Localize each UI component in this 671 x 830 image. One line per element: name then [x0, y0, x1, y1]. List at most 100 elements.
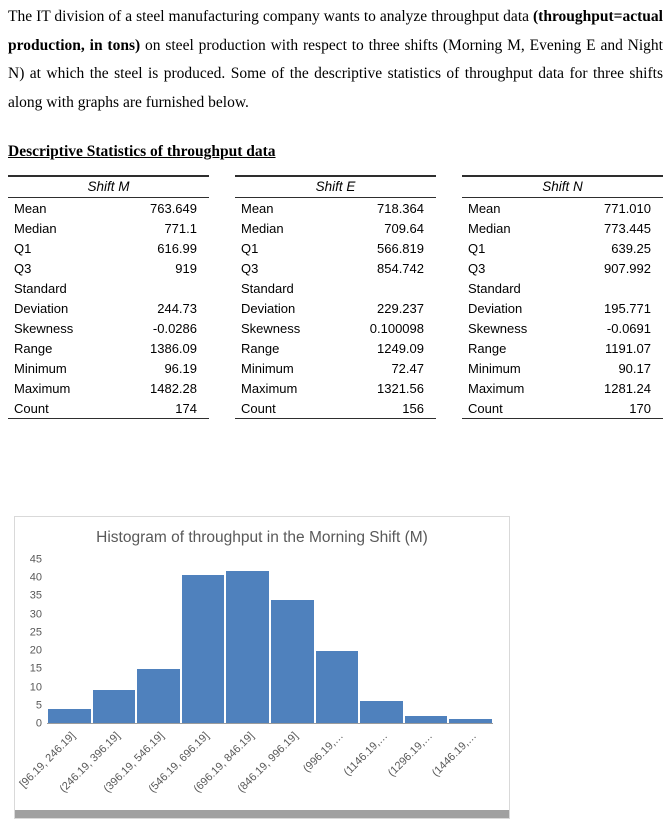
histogram-bar: [404, 715, 448, 723]
stats-table-shift-e: Shift E Mean 718.364 Median 709.64 Q1 566.819 Q…: [235, 175, 436, 419]
stat-label: Deviation: [468, 300, 523, 316]
table-row: Maximum 1321.56: [235, 378, 436, 398]
stat-value: 907.992: [604, 260, 651, 276]
stat-value: 718.364: [377, 200, 424, 216]
stat-value: -0.0691: [606, 320, 651, 336]
x-axis-labels: [96.19, 246.19] (246.19, 396.19] (396.19, …: [17, 726, 493, 810]
table-row: Standard: [235, 278, 436, 298]
stat-value: 771.1: [164, 220, 197, 236]
stat-label: Median: [468, 220, 511, 236]
plot-area: [47, 560, 493, 724]
y-axis-tick: 30: [29, 608, 42, 621]
table-row: Mean 763.649: [8, 198, 209, 218]
table-row: Standard: [8, 278, 209, 298]
table-row: Q1 639.25: [462, 238, 663, 258]
stat-label: Range: [468, 340, 507, 356]
stat-label: Q3: [241, 260, 259, 276]
table-row: Range 1191.07: [462, 338, 663, 358]
stat-label: Standard: [468, 280, 521, 296]
stat-label: Median: [14, 220, 57, 236]
stat-value: -0.0286: [152, 320, 197, 336]
stat-label: Range: [241, 340, 280, 356]
table-row: Mean 771.010: [462, 198, 663, 218]
table-row: Q3 907.992: [462, 258, 663, 278]
table-row: Median 771.1: [8, 218, 209, 238]
y-axis-tick: 20: [29, 644, 42, 657]
table-row: Mean 718.364: [235, 198, 436, 218]
histogram-bar: [449, 719, 492, 723]
x-axis-label: (1146.19,…: [341, 730, 390, 779]
stat-label: Count: [14, 400, 49, 416]
stat-value: 229.237: [377, 300, 424, 316]
stat-value: 195.771: [604, 300, 651, 316]
table-row: Maximum 1482.28: [8, 378, 209, 398]
x-axis-label: (1296.19,…: [385, 730, 435, 780]
stat-value: 919: [175, 260, 197, 276]
stat-label: Skewness: [241, 320, 301, 336]
stats-table-title: Shift N: [462, 175, 663, 198]
stat-label: Mean: [468, 200, 501, 216]
stat-label: Maximum: [14, 380, 71, 396]
histogram-bar: [92, 690, 136, 723]
table-row: Median 709.64: [235, 218, 436, 238]
intro-paragraph: The IT division of a steel manufacturing…: [8, 3, 663, 117]
stats-table-shift-m: Shift M Mean 763.649 Median 771.1 Q1 616.99 Q3 9…: [8, 175, 209, 419]
stats-table-title: Shift M: [8, 175, 209, 198]
table-row: Count 156: [235, 398, 436, 419]
stat-label: Minimum: [241, 360, 294, 376]
table-row: Q1 566.819: [235, 238, 436, 258]
stat-value: 566.819: [377, 240, 424, 256]
stat-label: Minimum: [14, 360, 67, 376]
stat-label: Mean: [14, 200, 47, 216]
stats-tables: Shift M Mean 763.649 Median 771.1 Q1 616.99 Q3 9…: [8, 175, 663, 419]
table-row: Skewness 0.100098: [235, 318, 436, 338]
stat-value: 96.19: [164, 360, 197, 376]
stat-label: Q1: [14, 240, 32, 256]
table-row: Deviation 229.237: [235, 298, 436, 318]
stat-value: 854.742: [377, 260, 424, 276]
histogram-bar: [315, 650, 359, 723]
table-row: Count 174: [8, 398, 209, 419]
y-axis-tick: 0: [35, 717, 42, 730]
stat-label: Deviation: [241, 300, 296, 316]
table-row: Range 1386.09: [8, 338, 209, 358]
y-axis-tick: 40: [29, 571, 42, 584]
table-row: Deviation 195.771: [462, 298, 663, 318]
plot-row: 0 5 10 15 20 25 30 35 40 45: [23, 554, 493, 729]
stat-value: 1191.07: [604, 340, 651, 356]
table-row: Skewness -0.0691: [462, 318, 663, 338]
stat-label: Deviation: [14, 300, 69, 316]
stat-label: Median: [241, 220, 284, 236]
table-row: Range 1249.09: [235, 338, 436, 358]
intro-text-2: on steel production with respect to thre…: [8, 36, 663, 111]
stat-value: 156: [402, 400, 424, 416]
table-row: Median 773.445: [462, 218, 663, 238]
table-row: Minimum 72.47: [235, 358, 436, 378]
stat-label: Maximum: [468, 380, 525, 396]
table-row: Minimum 96.19: [8, 358, 209, 378]
histogram-bar: [226, 570, 269, 723]
stat-value: 1482.28: [150, 380, 197, 396]
stat-value: 0.100098: [369, 320, 424, 336]
y-axis-tick: 25: [29, 626, 42, 639]
stat-label: Mean: [241, 200, 274, 216]
stat-label: Count: [241, 400, 276, 416]
stat-value: 709.64: [384, 220, 424, 236]
stat-value: 616.99: [157, 240, 197, 256]
table-row: Count 170: [462, 398, 663, 419]
histogram-bar: [137, 668, 180, 723]
histogram-bar: [360, 701, 403, 723]
table-row: Q3 854.742: [235, 258, 436, 278]
histogram-chart: Histogram of throughput in the Morning S…: [14, 516, 510, 819]
y-axis-tick: 45: [29, 553, 42, 566]
intro-text-1: The IT division of a steel manufacturing…: [8, 8, 533, 25]
stat-value: 1281.24: [604, 380, 651, 396]
histogram-bar: [270, 599, 314, 723]
table-row: Q1 616.99: [8, 238, 209, 258]
y-axis-tick: 15: [29, 662, 42, 675]
x-axis-label: (996.19,…: [300, 730, 346, 775]
y-axis: 0 5 10 15 20 25 30 35 40 45: [23, 554, 47, 729]
intro-text-bold: (throughput=actual production, in tons): [8, 8, 663, 54]
stat-value: 1386.09: [150, 340, 197, 356]
stat-value: 773.445: [604, 220, 651, 236]
